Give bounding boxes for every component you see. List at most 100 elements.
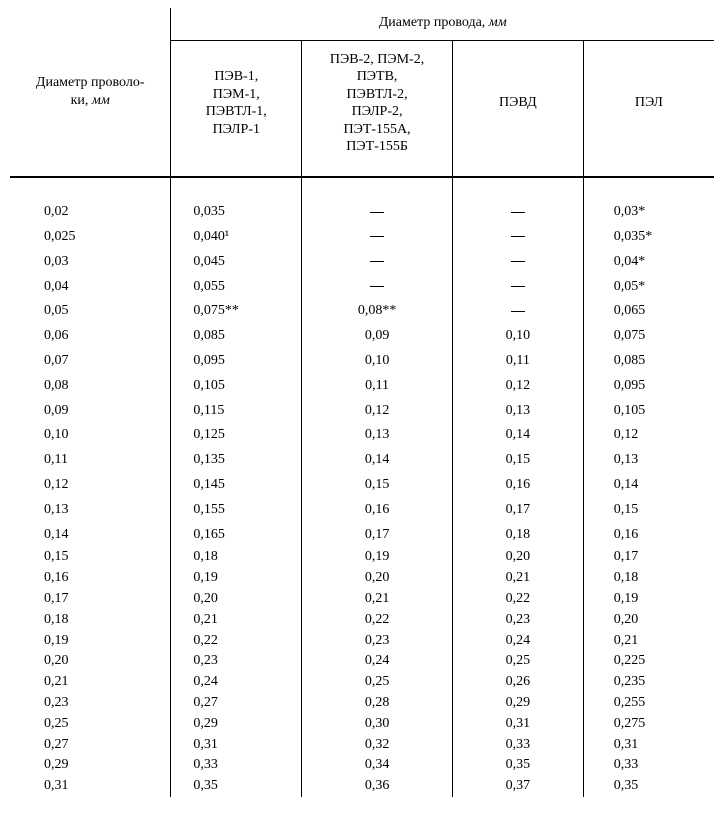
table-body: 0,020,0350,03*0,0250,040¹0,035*0,030,045… (10, 177, 714, 798)
cell-pel: 0,20 (583, 610, 714, 631)
cell-group-2: 0,12 (302, 399, 453, 424)
table-row: 0,230,270,280,290,255 (10, 693, 714, 714)
cell-pel: 0,33 (583, 755, 714, 776)
cell-pel: 0,095 (583, 374, 714, 399)
header-top-group: Диаметр провода, мм (171, 8, 714, 40)
table-row: 0,150,180,190,200,17 (10, 547, 714, 568)
cell-wire-diameter: 0,14 (10, 523, 171, 548)
cell-pevd: 0,33 (452, 735, 583, 756)
table-row: 0,290,330,340,350,33 (10, 755, 714, 776)
cell-group-2 (302, 275, 453, 300)
table-row: 0,160,190,200,210,18 (10, 568, 714, 589)
cell-group-2: 0,09 (302, 324, 453, 349)
table-row: 0,100,1250,130,140,12 (10, 423, 714, 448)
cell-pevd: 0,26 (452, 672, 583, 693)
spacer-cell (583, 177, 714, 201)
header-left: Диаметр проволо-ки, мм (10, 8, 171, 176)
cell-group-2: 0,08** (302, 299, 453, 324)
cell-wire-diameter: 0,18 (10, 610, 171, 631)
cell-pel: 0,225 (583, 651, 714, 672)
cell-wire-diameter: 0,12 (10, 473, 171, 498)
cell-pel: 0,21 (583, 631, 714, 652)
cell-pevd: 0,13 (452, 399, 583, 424)
cell-group-2: 0,16 (302, 498, 453, 523)
header-top-group-unit: мм (489, 15, 507, 30)
cell-group-1: 0,075** (171, 299, 302, 324)
cell-wire-diameter: 0,20 (10, 651, 171, 672)
table-row: 0,090,1150,120,130,105 (10, 399, 714, 424)
dash (370, 261, 384, 262)
cell-pevd: 0,25 (452, 651, 583, 672)
cell-wire-diameter: 0,07 (10, 349, 171, 374)
cell-group-2: 0,24 (302, 651, 453, 672)
cell-group-1: 0,040¹ (171, 225, 302, 250)
cell-pevd (452, 200, 583, 225)
table-row: 0,250,290,300,310,275 (10, 714, 714, 735)
cell-pel: 0,05* (583, 275, 714, 300)
cell-group-1: 0,055 (171, 275, 302, 300)
table-row: 0,170,200,210,220,19 (10, 589, 714, 610)
table-row: 0,020,0350,03* (10, 200, 714, 225)
table-row: 0,130,1550,160,170,15 (10, 498, 714, 523)
cell-pevd (452, 275, 583, 300)
header-sub-3: ПЭЛ (583, 40, 714, 176)
spacer-cell (452, 177, 583, 201)
cell-group-1: 0,045 (171, 250, 302, 275)
cell-pel: 0,105 (583, 399, 714, 424)
table-row: 0,140,1650,170,180,16 (10, 523, 714, 548)
cell-group-2: 0,25 (302, 672, 453, 693)
table-row: 0,210,240,250,260,235 (10, 672, 714, 693)
dash (511, 311, 525, 312)
cell-group-1: 0,145 (171, 473, 302, 498)
cell-pevd: 0,12 (452, 374, 583, 399)
cell-group-1: 0,24 (171, 672, 302, 693)
cell-pevd: 0,29 (452, 693, 583, 714)
table-row: 0,080,1050,110,120,095 (10, 374, 714, 399)
dash (511, 212, 525, 213)
cell-group-1: 0,135 (171, 448, 302, 473)
cell-pel: 0,18 (583, 568, 714, 589)
cell-pel: 0,035* (583, 225, 714, 250)
cell-wire-diameter: 0,23 (10, 693, 171, 714)
cell-pevd: 0,37 (452, 776, 583, 797)
cell-wire-diameter: 0,21 (10, 672, 171, 693)
table-row: 0,050,075**0,08**0,065 (10, 299, 714, 324)
cell-group-1: 0,095 (171, 349, 302, 374)
cell-pel: 0,235 (583, 672, 714, 693)
cell-group-1: 0,35 (171, 776, 302, 797)
cell-wire-diameter: 0,02 (10, 200, 171, 225)
cell-wire-diameter: 0,04 (10, 275, 171, 300)
cell-group-1: 0,23 (171, 651, 302, 672)
cell-pevd: 0,14 (452, 423, 583, 448)
wire-diameter-table: Диаметр проволо-ки, мм Диаметр провода, … (10, 8, 714, 797)
cell-group-2: 0,23 (302, 631, 453, 652)
cell-pevd (452, 225, 583, 250)
header-sub-1: ПЭВ-2, ПЭМ-2,ПЭТВ,ПЭВТЛ-2,ПЭЛР-2,ПЭТ-155… (302, 40, 453, 176)
spacer-cell (171, 177, 302, 201)
table-row: 0,030,0450,04* (10, 250, 714, 275)
cell-pevd: 0,10 (452, 324, 583, 349)
cell-group-2: 0,19 (302, 547, 453, 568)
cell-wire-diameter: 0,19 (10, 631, 171, 652)
dash (370, 286, 384, 287)
cell-group-2: 0,28 (302, 693, 453, 714)
dash (511, 286, 525, 287)
cell-pel: 0,31 (583, 735, 714, 756)
cell-group-2 (302, 200, 453, 225)
cell-group-1: 0,115 (171, 399, 302, 424)
cell-group-2: 0,13 (302, 423, 453, 448)
table-row: 0,270,310,320,330,31 (10, 735, 714, 756)
cell-pevd: 0,17 (452, 498, 583, 523)
table-row: 0,110,1350,140,150,13 (10, 448, 714, 473)
cell-wire-diameter: 0,06 (10, 324, 171, 349)
cell-pel: 0,03* (583, 200, 714, 225)
cell-group-2 (302, 250, 453, 275)
cell-group-1: 0,27 (171, 693, 302, 714)
cell-pel: 0,13 (583, 448, 714, 473)
dash (511, 261, 525, 262)
cell-group-2: 0,22 (302, 610, 453, 631)
table-row: 0,040,055 0,05* (10, 275, 714, 300)
cell-group-1: 0,21 (171, 610, 302, 631)
dash (370, 212, 384, 213)
cell-group-1: 0,33 (171, 755, 302, 776)
